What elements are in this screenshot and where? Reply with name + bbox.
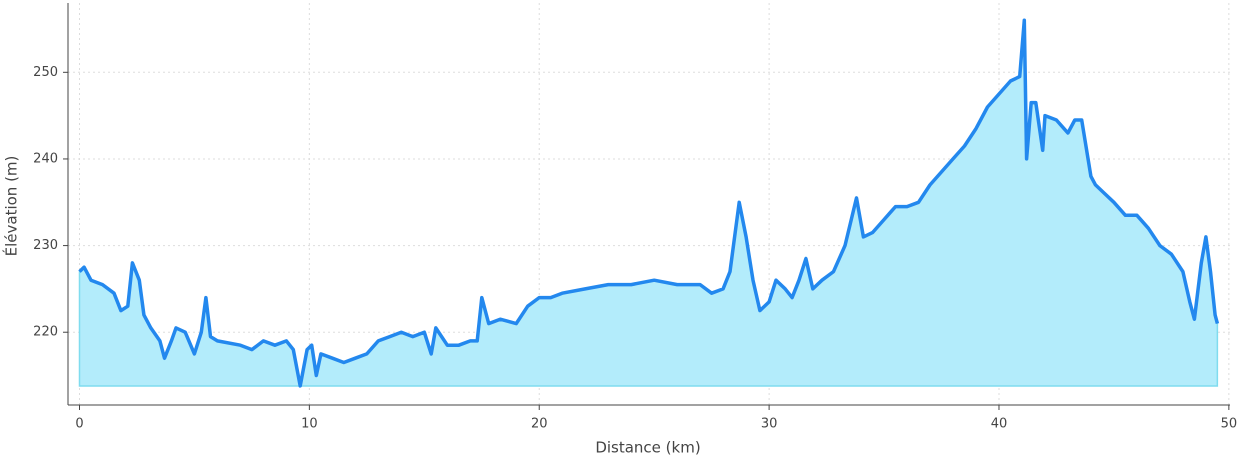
y-tick-label: 250: [33, 65, 58, 80]
x-tick-label: 20: [531, 417, 548, 432]
y-axis-label: Élévation (m): [2, 156, 21, 257]
x-tick-label: 40: [991, 417, 1008, 432]
y-tick-label: 230: [33, 238, 58, 253]
y-tick-label: 240: [33, 151, 58, 166]
x-axis-label: Distance (km): [595, 439, 700, 457]
x-tick-label: 30: [761, 417, 778, 432]
elevation-line: [78, 18, 1220, 388]
area-fill: [78, 20, 1219, 387]
x-tick-label: 10: [301, 417, 318, 432]
y-tick-label: 220: [33, 325, 58, 340]
x-tick-label: 50: [1221, 417, 1238, 432]
x-tick-label: 0: [75, 417, 83, 432]
